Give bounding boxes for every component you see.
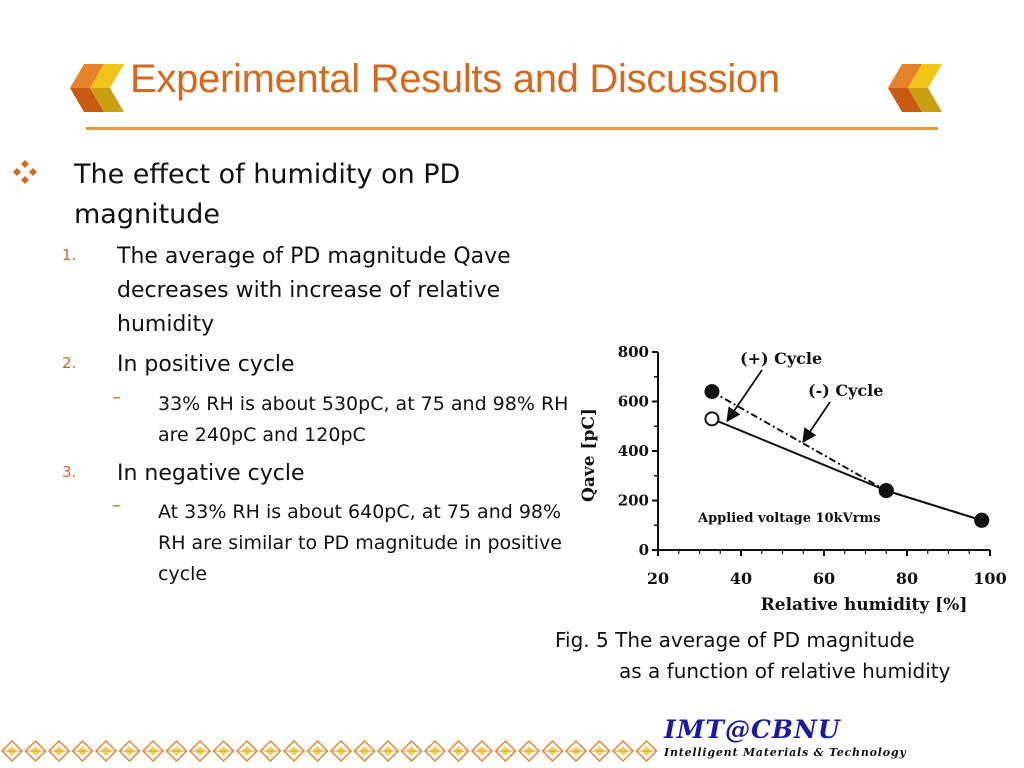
footer-diamond (612, 740, 634, 762)
orange-cube-top (70, 64, 104, 88)
item-number: 2. (62, 354, 77, 372)
footer-diamond (447, 740, 470, 762)
y-axis-label: Qave [pC] (579, 408, 599, 502)
humidity-chart: 0 200 400 600 800 20 40 60 80 100 Relative humidit… (579, 343, 1007, 615)
footer-diamond (48, 740, 70, 762)
main-bullet-text: The effect of humidity on PD magnitude (74, 159, 461, 230)
footer-diamond (424, 740, 446, 762)
footer-diamond (71, 740, 94, 762)
series-2-point (878, 483, 894, 499)
footer-diamond (1, 740, 23, 762)
series-1-point (704, 411, 720, 427)
footer-diamond (95, 740, 117, 762)
footer-diamond (165, 740, 188, 762)
x-tick-label: 40 (730, 569, 752, 588)
x-tick-label: 100 (973, 569, 1006, 588)
dash-bullet: – (112, 387, 121, 408)
title-underline (86, 127, 938, 130)
series-2-point (704, 384, 720, 400)
footer-diamond (494, 740, 517, 762)
y-tick-label: 0 (639, 541, 649, 559)
y-tick-label: 200 (618, 492, 649, 510)
annotation-arrow-negative (802, 401, 831, 444)
x-tick-label: 80 (896, 569, 918, 588)
yellow-cube-top (908, 64, 942, 88)
item-number: 1. (62, 246, 77, 264)
series-line-1 (711, 417, 982, 522)
yellow-cube-top (90, 64, 124, 88)
item-text: In negative cycle (117, 461, 305, 486)
item-text: The average of PD magnitude Qave decreas… (117, 244, 511, 337)
footer-diamond (400, 740, 423, 762)
footer-diamond-pattern (1, 740, 658, 762)
footer-diamond (377, 740, 399, 762)
footer-diamond (635, 740, 658, 762)
footer-diamond (471, 740, 493, 762)
x-tick-label: 60 (813, 569, 835, 588)
title-decoration-right-icon (888, 64, 942, 112)
footer-diamond (118, 740, 141, 762)
footer-diamond (212, 740, 235, 762)
yellow-cube-bottom (908, 88, 942, 112)
item-number: 3. (62, 463, 77, 481)
orange-cube-bottom (888, 88, 922, 112)
item-text: In positive cycle (117, 352, 295, 377)
footer-diamond (330, 740, 352, 762)
footer-diamond (283, 740, 305, 762)
footer-diamond (259, 740, 282, 762)
title-decoration-left-icon (70, 64, 124, 112)
logo-sub-text: Intelligent Materials & Technology (664, 746, 907, 759)
dash-bullet: – (112, 495, 121, 516)
footer-diamond (353, 740, 376, 762)
annotation-applied-voltage: Applied voltage 10kVrms (697, 511, 881, 526)
y-tick-label: 600 (618, 393, 649, 411)
footer-diamond (306, 740, 329, 762)
footer-diamond (24, 740, 47, 762)
orange-cube-top (888, 64, 922, 88)
logo-main-text: IMT@CBNU (664, 715, 841, 744)
y-tick-label: 800 (618, 343, 649, 361)
x-axis-label: Relative humidity [%] (761, 595, 968, 615)
series-2-point (974, 512, 990, 528)
annotation-negative-cycle: (-) Cycle (808, 381, 883, 400)
footer-diamond (142, 740, 164, 762)
yellow-cube-bottom (90, 88, 124, 112)
footer-diamond (189, 740, 211, 762)
sub-item-text: 33% RH is about 530pC, at 75 and 98% RH … (158, 393, 569, 446)
slide-title: Experimental Results and Discussion (130, 57, 780, 101)
series-line-2 (711, 390, 982, 522)
orange-cube-bottom (70, 88, 104, 112)
footer-diamond (541, 740, 564, 762)
figure-caption: Fig. 5 The average of PD magnitude as a … (555, 625, 1015, 687)
footer-diamond (236, 740, 258, 762)
footer-diamond (565, 740, 587, 762)
footer-diamond (588, 740, 611, 762)
y-tick-label: 400 (618, 442, 649, 460)
imt-cbnu-logo: IMT@CBNU Intelligent Materials & Technol… (654, 713, 994, 768)
sub-item-text: At 33% RH is about 640pC, at 75 and 98% … (158, 501, 562, 585)
caption-line-2: as a function of relative humidity (619, 659, 951, 683)
annotation-arrow-positive (726, 369, 763, 423)
diamond-bullet-icon (13, 160, 37, 184)
footer-diamond (518, 740, 540, 762)
annotation-positive-cycle: (+) Cycle (740, 349, 822, 368)
caption-line-1: Fig. 5 The average of PD magnitude (555, 628, 915, 652)
x-tick-label: 20 (647, 569, 669, 588)
